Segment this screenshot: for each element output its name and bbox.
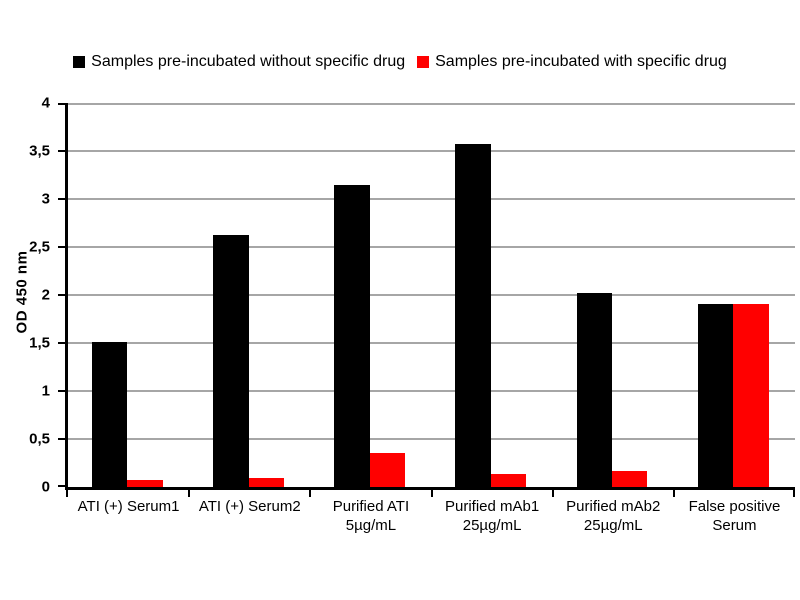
- y-axis-tick: [58, 438, 68, 440]
- y-tick-label: 0: [41, 478, 50, 496]
- y-axis-tick: [58, 485, 68, 487]
- y-axis-tick: [58, 390, 68, 392]
- bar-without-drug: [455, 144, 491, 487]
- legend-item-without-drug: Samples pre-incubated without specific d…: [73, 52, 405, 72]
- bar-with-drug: [490, 473, 527, 487]
- gridline: [68, 438, 795, 440]
- x-category-label: ATI (+) Serum1: [77, 498, 180, 515]
- bar-with-drug: [733, 303, 769, 487]
- y-tick-label: 1: [41, 382, 50, 400]
- gridline: [68, 150, 795, 152]
- gridline: [68, 246, 795, 248]
- gridline: [68, 294, 795, 296]
- bar-with-drug: [612, 470, 648, 487]
- y-axis-tick: [58, 294, 68, 296]
- bar-with-drug: [248, 478, 284, 487]
- legend-swatch-black: [73, 56, 86, 68]
- gridline: [68, 390, 795, 392]
- bar-without-drug: [91, 342, 128, 487]
- gridline: [68, 103, 795, 105]
- gridline: [68, 198, 795, 200]
- bar-without-drug: [697, 303, 734, 487]
- y-axis-title: OD 450 nm: [13, 250, 31, 334]
- x-category-label: Purified mAb1 25µg/mL: [444, 498, 540, 534]
- legend-label-without-drug: Samples pre-incubated without specific d…: [91, 53, 406, 70]
- x-axis-tick: [551, 490, 554, 497]
- x-axis-tick: [793, 490, 795, 497]
- legend-item-with-drug: Samples pre-incubated with specific drug: [417, 52, 727, 72]
- x-axis-tick: [430, 490, 433, 497]
- bar-without-drug: [213, 234, 249, 487]
- y-tick-label: 0,5: [29, 430, 50, 448]
- bar-without-drug: [334, 184, 370, 487]
- y-tick-label: 2: [41, 286, 50, 304]
- x-axis-tick: [672, 490, 675, 497]
- bar-with-drug: [369, 453, 406, 487]
- x-category-label: Purified ATI 5µg/mL: [332, 498, 410, 534]
- bar-with-drug: [127, 480, 163, 487]
- legend-swatch-red: [417, 56, 430, 68]
- x-category-label: ATI (+) Serum2: [198, 498, 301, 515]
- y-axis-tick: [58, 198, 68, 200]
- gridline: [68, 342, 795, 344]
- x-axis-tick: [66, 490, 68, 497]
- bar-without-drug: [576, 293, 613, 487]
- y-tick-label: 3: [41, 190, 50, 208]
- x-category-label: False positive Serum: [688, 498, 781, 534]
- y-axis-tick: [58, 342, 68, 344]
- x-axis-tick: [188, 490, 191, 497]
- x-category-label: Purified mAb2 25µg/mL: [566, 498, 661, 534]
- y-tick-label: 1,5: [29, 334, 50, 352]
- x-axis-tick: [309, 490, 312, 497]
- y-axis-tick: [58, 246, 68, 248]
- y-axis-tick: [58, 103, 68, 105]
- y-axis-tick: [58, 150, 68, 152]
- chart-legend: Samples pre-incubated without specific d…: [0, 52, 800, 72]
- y-tick-label: 3,5: [29, 142, 50, 160]
- y-tick-label: 2,5: [29, 238, 50, 256]
- plot-area: 0 0,5 1 1,5 2 2,5 3 3,5 4: [29, 95, 795, 497]
- legend-label-with-drug: Samples pre-incubated with specific drug: [435, 53, 727, 70]
- y-tick-label: 4: [41, 94, 50, 112]
- x-axis-labels: ATI (+) Serum1 ATI (+) Serum2 Purified ATI…: [68, 497, 795, 535]
